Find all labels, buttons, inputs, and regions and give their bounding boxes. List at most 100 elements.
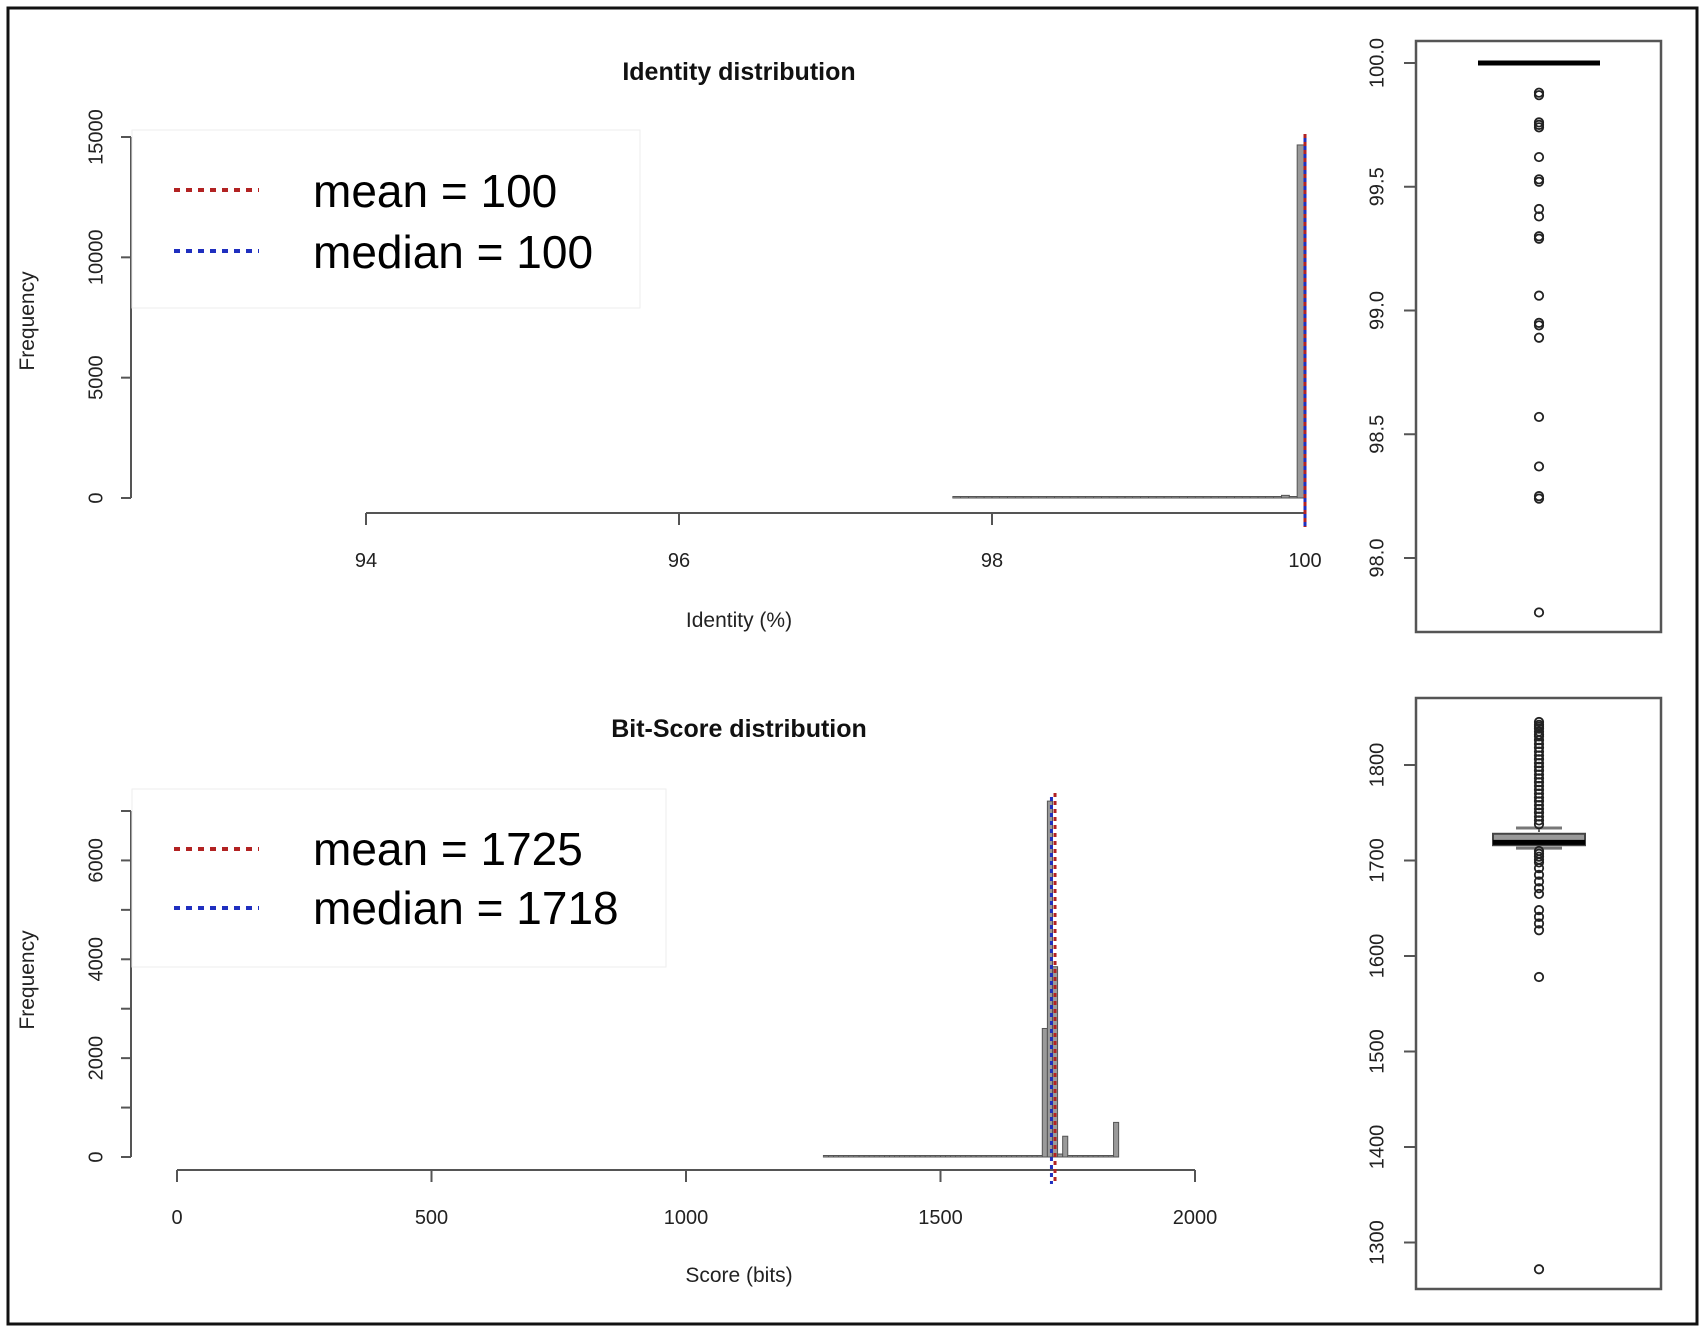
histogram-bar <box>1288 496 1298 499</box>
histogram-bar <box>999 496 1009 499</box>
histogram-bar <box>1082 1155 1089 1158</box>
histogram-bar <box>975 496 985 499</box>
y-tick-label: 1800 <box>1366 743 1388 788</box>
outlier-point <box>1533 203 1545 215</box>
x-tick-label: 100 <box>1288 550 1321 572</box>
histogram-bar <box>924 1155 931 1158</box>
histogram-bar <box>1026 1155 1033 1158</box>
identity-legend: mean = 100 median = 100 <box>131 129 641 309</box>
boxplot-frame <box>1414 39 1663 634</box>
histogram-bar <box>1036 1155 1043 1158</box>
outlier-point <box>1533 233 1545 244</box>
histogram-bar <box>1006 1155 1013 1158</box>
histogram-bar <box>838 1155 845 1158</box>
outlier-point <box>1533 320 1545 331</box>
histogram-bar <box>990 1155 997 1158</box>
y-tick-label: 1700 <box>1366 838 1388 883</box>
histogram-bar <box>1249 496 1259 499</box>
histogram-bar <box>858 1155 865 1158</box>
y-tick-label: 100.0 <box>1366 38 1388 88</box>
histogram-bar <box>960 1155 967 1158</box>
histogram-bar <box>873 1155 880 1158</box>
legend-mean-label: mean = 1725 <box>313 823 583 875</box>
outlier-point <box>1533 411 1545 423</box>
outlier-point <box>1533 911 1545 922</box>
histogram-bar <box>1087 1155 1094 1158</box>
histogram-bar <box>1265 496 1275 499</box>
histogram-bar <box>1067 1155 1074 1158</box>
histogram-bar <box>1057 1153 1064 1158</box>
histogram-bar <box>1092 1155 1099 1158</box>
y-tick-label: 2000 <box>85 1036 107 1081</box>
legend-median-label: median = 1718 <box>313 882 619 934</box>
histogram-bar <box>970 1155 977 1158</box>
outlier-point <box>1533 918 1545 929</box>
legend-box <box>131 129 641 309</box>
y-tick-label: 0 <box>85 1151 107 1162</box>
histogram-bar <box>1281 494 1290 499</box>
x-tick-label: 98 <box>981 550 1003 572</box>
histogram-bar <box>1014 496 1024 499</box>
histogram-bar <box>909 1155 916 1158</box>
x-tick-label: 1000 <box>664 1207 709 1229</box>
outlier-point <box>1533 905 1545 916</box>
histogram-bar <box>919 1155 926 1158</box>
histogram-bar <box>889 1155 896 1158</box>
histogram-bar <box>955 1155 962 1158</box>
histogram-bar <box>1241 496 1251 499</box>
histogram-bar <box>1007 496 1016 499</box>
y-tick-label: 1400 <box>1366 1125 1388 1170</box>
histogram-bar <box>960 496 970 499</box>
histogram-bar <box>1140 496 1150 499</box>
outlier-point <box>1533 925 1545 936</box>
outlier-point <box>1533 122 1545 133</box>
histogram-bar <box>1273 496 1283 499</box>
histogram-bar <box>1093 496 1103 499</box>
histogram-bar <box>1041 1027 1048 1158</box>
histogram-bar <box>1031 1155 1038 1158</box>
outlier-point <box>1533 876 1545 887</box>
histogram-bar <box>822 1155 830 1158</box>
y-tick-label: 5000 <box>85 355 107 400</box>
histogram-bar <box>914 1155 921 1158</box>
histogram-bar <box>1101 496 1110 499</box>
histogram-bar <box>1148 496 1157 499</box>
outlier-point <box>1533 607 1545 618</box>
outlier-point <box>1533 493 1545 504</box>
outlier-point <box>1533 151 1545 163</box>
histogram-bar <box>934 1155 941 1158</box>
histogram-bar <box>1107 1155 1115 1158</box>
outlier-point <box>1533 971 1545 983</box>
x-tick-label: 96 <box>668 550 690 572</box>
histogram-bar <box>899 1155 906 1158</box>
outlier-point <box>1533 290 1545 301</box>
histogram-bar <box>968 496 977 499</box>
legend-mean-label: mean = 100 <box>313 165 557 217</box>
histogram-bar <box>828 1155 835 1158</box>
histogram-bar <box>1097 1155 1104 1158</box>
x-tick-label: 2000 <box>1173 1207 1218 1229</box>
histogram-bar <box>1116 496 1126 499</box>
histogram-bar <box>1011 1155 1018 1158</box>
histogram-bar <box>952 496 962 499</box>
legend-median-label: median = 100 <box>313 226 593 278</box>
y-tick-label: 99.5 <box>1366 167 1388 206</box>
histogram-bar <box>1234 496 1243 499</box>
histogram-bar <box>1077 1155 1084 1158</box>
outlier-point <box>1533 176 1545 187</box>
outlier-point <box>1533 1264 1545 1275</box>
histogram-bar <box>1218 496 1228 499</box>
histogram-bar <box>929 1155 936 1158</box>
outlier-point <box>1533 863 1545 874</box>
box <box>1492 832 1586 847</box>
outlier-point <box>1533 90 1545 101</box>
legend-box <box>131 788 667 968</box>
histogram-bar <box>985 1155 992 1158</box>
y-tick-label: 0 <box>85 492 107 503</box>
histogram-bar <box>853 1155 860 1158</box>
histogram-bar <box>1072 1155 1079 1158</box>
histogram-bar <box>980 1155 987 1158</box>
bitscore-legend: mean = 1725 median = 1718 <box>131 788 667 968</box>
histogram-bar <box>1210 496 1220 499</box>
y-tick-label: 98.0 <box>1366 539 1388 578</box>
